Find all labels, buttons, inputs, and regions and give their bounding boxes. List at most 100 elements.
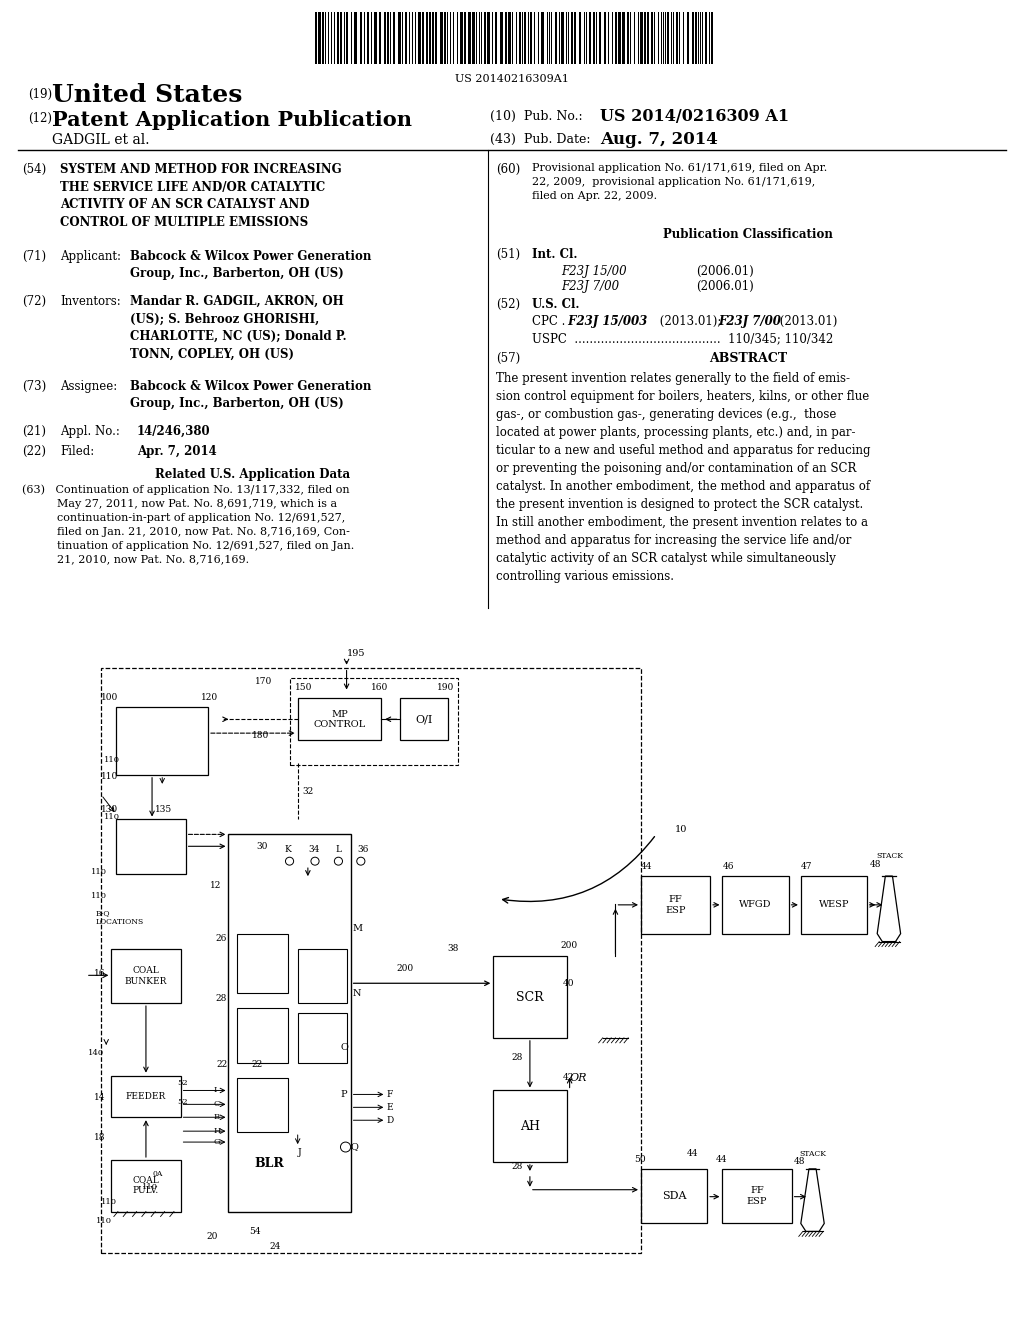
Bar	[101, 668, 641, 1253]
Text: (57): (57)	[496, 352, 520, 366]
Text: 110: 110	[91, 892, 106, 900]
Bar	[494, 1090, 566, 1162]
Bar	[541, 12, 544, 63]
Text: F23J 15/00: F23J 15/00	[561, 265, 627, 279]
Text: D: D	[386, 1115, 393, 1125]
Text: 200: 200	[396, 964, 414, 973]
Bar	[406, 12, 407, 63]
Text: (22): (22)	[22, 445, 46, 458]
Bar	[432, 12, 434, 63]
Text: 180: 180	[252, 731, 269, 739]
Bar	[444, 12, 446, 63]
Text: C: C	[213, 1101, 219, 1109]
Bar	[495, 12, 497, 63]
Text: 135: 135	[155, 805, 172, 814]
Text: 22: 22	[216, 1060, 227, 1069]
Text: 44: 44	[687, 1150, 698, 1159]
Text: ABSTRACT: ABSTRACT	[709, 352, 787, 366]
Text: COAL
BUNKER: COAL BUNKER	[125, 966, 167, 986]
Text: OR: OR	[569, 1073, 587, 1082]
Bar	[505, 12, 507, 63]
Text: 26: 26	[215, 935, 226, 942]
Text: (63)   Continuation of application No. 13/117,332, filed on
          May 27, 20: (63) Continuation of application No. 13/…	[22, 484, 354, 565]
Bar	[644, 12, 646, 63]
Bar	[484, 12, 486, 63]
Bar	[622, 12, 625, 63]
Text: 52: 52	[177, 1078, 188, 1086]
Text: B-Q
LOCATIONS: B-Q LOCATIONS	[96, 909, 144, 927]
Bar	[692, 12, 694, 63]
Text: 42: 42	[562, 1073, 573, 1082]
Bar	[112, 949, 180, 1003]
Bar	[340, 12, 342, 63]
Bar	[647, 12, 649, 63]
Text: 150: 150	[295, 682, 312, 692]
Text: 170: 170	[255, 677, 272, 686]
Text: 110: 110	[101, 772, 119, 781]
Text: 120: 120	[201, 693, 218, 702]
Bar	[429, 12, 431, 63]
Bar	[318, 12, 321, 63]
Text: FF
ESP: FF ESP	[746, 1187, 767, 1206]
Text: 110: 110	[104, 813, 120, 821]
Text: F23J 7/00: F23J 7/00	[561, 280, 620, 293]
Text: US 2014/0216309 A1: US 2014/0216309 A1	[600, 108, 790, 125]
Bar	[422, 12, 424, 63]
Bar	[472, 12, 475, 63]
Text: Publication Classification: Publication Classification	[664, 228, 833, 242]
Text: WFGD: WFGD	[739, 900, 772, 909]
Bar	[237, 1077, 288, 1133]
Text: 130: 130	[101, 805, 118, 814]
Text: 52: 52	[177, 1098, 188, 1106]
Bar	[298, 1012, 346, 1063]
Text: 18: 18	[94, 1133, 105, 1142]
Text: L: L	[336, 845, 341, 854]
Bar	[112, 1160, 180, 1212]
Text: 14: 14	[94, 1093, 105, 1102]
Bar	[117, 820, 185, 874]
Text: J: J	[298, 1147, 301, 1156]
Bar	[524, 12, 526, 63]
Bar	[604, 12, 606, 63]
Text: (2013.01);: (2013.01);	[656, 315, 725, 327]
Bar	[298, 949, 346, 1003]
Bar	[290, 677, 458, 764]
Text: Int. Cl.: Int. Cl.	[532, 248, 578, 261]
Bar	[367, 12, 369, 63]
Text: (21): (21)	[22, 425, 46, 438]
Text: P: P	[340, 1090, 347, 1100]
Text: USPC  .......................................  110/345; 110/342: USPC ...................................…	[532, 333, 834, 345]
Bar	[641, 1170, 708, 1224]
Text: 110: 110	[142, 1183, 158, 1191]
Text: 16: 16	[94, 969, 105, 978]
Bar	[561, 12, 564, 63]
Text: Babcock & Wilcox Power Generation
Group, Inc., Barberton, OH (US): Babcock & Wilcox Power Generation Group,…	[130, 249, 372, 281]
Bar	[384, 12, 386, 63]
Bar	[530, 12, 532, 63]
Text: (52): (52)	[496, 298, 520, 312]
Text: BLR: BLR	[255, 1158, 285, 1171]
Text: Filed:: Filed:	[60, 445, 94, 458]
Bar	[494, 957, 566, 1038]
Text: 48: 48	[870, 859, 882, 869]
Polygon shape	[801, 1170, 824, 1232]
Bar	[117, 708, 208, 775]
Text: Applicant:: Applicant:	[60, 249, 121, 263]
Bar	[468, 12, 471, 63]
Bar	[346, 12, 348, 63]
Bar	[112, 1076, 180, 1117]
Bar	[618, 12, 621, 63]
Text: B: B	[213, 1113, 219, 1121]
Text: (71): (71)	[22, 249, 46, 263]
Bar	[555, 12, 557, 63]
Bar	[801, 876, 867, 933]
Bar	[519, 12, 521, 63]
Bar	[464, 12, 466, 63]
Bar	[354, 12, 357, 63]
Text: MP
CONTROL: MP CONTROL	[313, 710, 366, 729]
Text: 100: 100	[101, 693, 119, 702]
Text: (19): (19)	[28, 88, 52, 102]
Bar	[500, 12, 503, 63]
Text: Patent Application Publication: Patent Application Publication	[52, 110, 412, 129]
Bar	[593, 12, 595, 63]
